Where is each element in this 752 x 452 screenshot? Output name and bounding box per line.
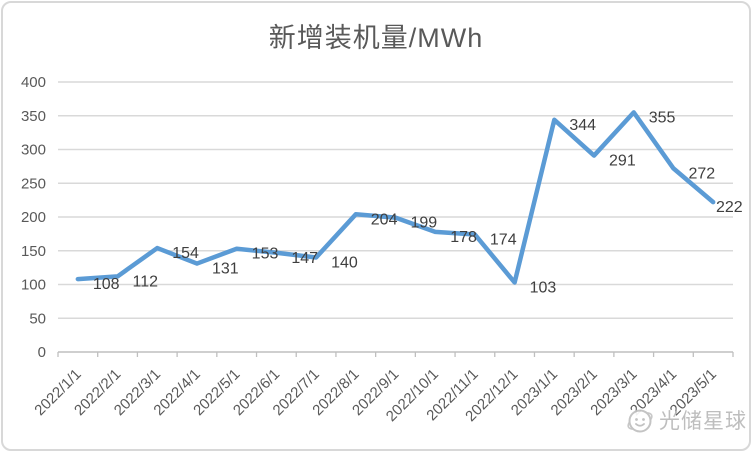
chart-title: 新增装机量/MWh <box>268 23 484 53</box>
y-axis-tick-label: 0 <box>38 344 46 361</box>
watermark: 光储星球 <box>625 405 747 435</box>
y-axis-tick-label: 100 <box>21 277 46 294</box>
y-axis-tick-label: 250 <box>21 175 46 192</box>
data-label: 103 <box>530 279 557 296</box>
data-label: 140 <box>331 255 358 272</box>
y-axis-tick-label: 150 <box>21 243 46 260</box>
data-label: 199 <box>411 215 438 232</box>
y-axis-tick-label: 200 <box>21 209 46 226</box>
data-label: 108 <box>93 276 120 293</box>
data-label: 344 <box>569 117 596 134</box>
planet-face-logo-icon <box>627 409 653 433</box>
watermark-text: 光储星球 <box>659 410 747 433</box>
data-label: 272 <box>688 165 715 182</box>
data-label: 147 <box>291 250 318 267</box>
data-label: 178 <box>450 229 477 246</box>
y-axis-tick-label: 300 <box>21 142 46 159</box>
data-label: 291 <box>609 153 636 170</box>
data-label: 112 <box>133 273 159 290</box>
data-label: 153 <box>252 246 279 263</box>
data-label: 204 <box>371 211 398 228</box>
series-line <box>75 110 716 285</box>
y-axis-tick-label: 350 <box>21 108 46 125</box>
data-label: 174 <box>490 232 517 249</box>
y-axis-tick-label: 50 <box>29 310 46 327</box>
data-label: 131 <box>212 261 239 278</box>
data-label: 355 <box>649 109 676 126</box>
y-axis-tick-label: 400 <box>21 74 46 91</box>
data-label: 222 <box>716 199 743 216</box>
data-label: 154 <box>172 245 199 262</box>
